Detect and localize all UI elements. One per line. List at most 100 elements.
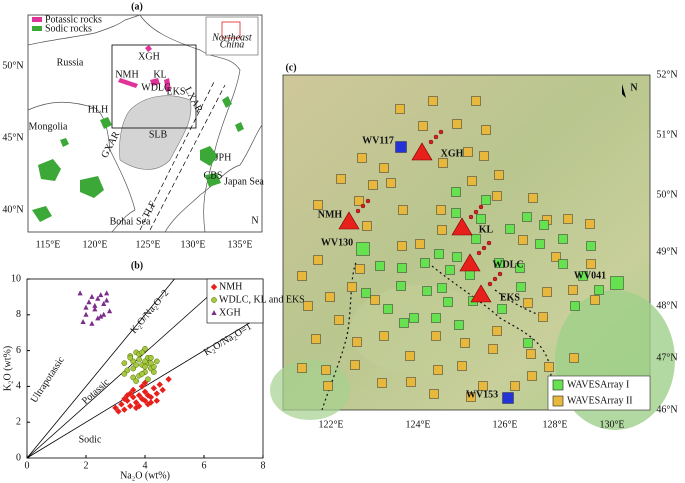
station	[395, 104, 405, 114]
station	[321, 365, 331, 375]
place-label: XGH	[138, 51, 160, 62]
panel-label: (a)	[131, 1, 143, 12]
station	[528, 193, 538, 203]
station	[362, 221, 372, 231]
station	[494, 258, 504, 268]
station	[471, 96, 481, 106]
point	[130, 393, 137, 401]
point	[153, 358, 160, 365]
station	[383, 304, 393, 314]
point	[95, 295, 101, 301]
coastline	[164, 124, 263, 233]
study-box	[111, 44, 197, 129]
y-tick-label: 2	[16, 416, 21, 427]
point	[83, 304, 89, 310]
point	[124, 397, 131, 404]
station	[379, 163, 389, 173]
x-tick-label: 8	[261, 460, 266, 471]
point	[148, 360, 154, 366]
rock-area	[38, 159, 61, 181]
station	[451, 208, 461, 218]
station	[415, 239, 425, 249]
station	[481, 195, 491, 205]
legend-swatch	[32, 26, 42, 31]
station	[422, 286, 432, 296]
point	[92, 306, 98, 312]
place-label: Bohai Sea	[110, 216, 151, 227]
border	[27, 101, 136, 233]
station	[463, 147, 473, 157]
volcano	[470, 284, 492, 303]
place-label: Russia	[57, 57, 84, 68]
y-tick-label: 8	[16, 309, 21, 320]
lon-label: 115°E	[36, 239, 61, 250]
point	[153, 390, 160, 397]
legend-label: WAVESArray II	[567, 395, 633, 406]
station	[396, 281, 406, 291]
point	[121, 395, 128, 403]
legend-label: WDLC, KL and EKS	[219, 294, 305, 305]
station	[350, 360, 360, 370]
station	[355, 264, 365, 274]
station	[297, 363, 307, 373]
station	[585, 219, 595, 229]
rock-area	[118, 78, 138, 88]
inset-box	[221, 21, 241, 39]
rock-area	[200, 146, 218, 166]
station	[515, 263, 525, 273]
station	[492, 191, 502, 201]
point	[127, 390, 134, 397]
rock-area	[150, 78, 160, 86]
point	[127, 354, 134, 361]
lon-label: 120°E	[82, 239, 107, 250]
point	[141, 379, 149, 387]
point	[141, 397, 149, 404]
point	[104, 297, 110, 303]
rock-area	[100, 117, 112, 129]
point	[132, 404, 140, 412]
station	[586, 259, 596, 269]
point	[145, 376, 151, 383]
volcano	[411, 142, 433, 161]
lat-label: 50°N	[656, 189, 677, 200]
station	[518, 235, 528, 245]
rock-area	[145, 45, 152, 52]
station	[297, 271, 307, 281]
lat-label: 48°N	[656, 300, 677, 311]
vent	[360, 203, 366, 209]
station	[460, 338, 470, 348]
point	[86, 299, 92, 305]
inset-label: Northeast	[211, 32, 252, 43]
station	[445, 265, 455, 275]
place-label: Japan Sea	[224, 176, 264, 187]
legend-label: NMH	[219, 281, 242, 292]
y-tick-label: 6	[16, 345, 21, 356]
lon-label: 128°E	[542, 419, 567, 430]
rock-area	[32, 206, 52, 222]
station	[542, 287, 552, 297]
place-label: Mongolia	[29, 121, 68, 132]
point	[141, 388, 149, 395]
station	[539, 220, 549, 230]
station	[467, 176, 477, 186]
station	[523, 338, 533, 348]
x-tick-label: 2	[84, 460, 89, 471]
point	[89, 320, 95, 326]
station	[375, 261, 385, 271]
volcano	[459, 253, 481, 272]
station	[526, 349, 536, 359]
station	[323, 381, 333, 391]
y-tick-label: 10	[11, 273, 21, 284]
legend-swatch	[32, 17, 42, 22]
station	[535, 239, 545, 249]
station	[397, 263, 407, 273]
point	[151, 369, 157, 375]
station-label: WV130	[321, 237, 353, 248]
rock-area	[164, 78, 171, 92]
station	[347, 282, 357, 292]
station	[452, 252, 462, 262]
vent	[468, 214, 474, 220]
station	[395, 141, 407, 153]
annotation: K₂O/Na₂O=2	[128, 288, 171, 336]
